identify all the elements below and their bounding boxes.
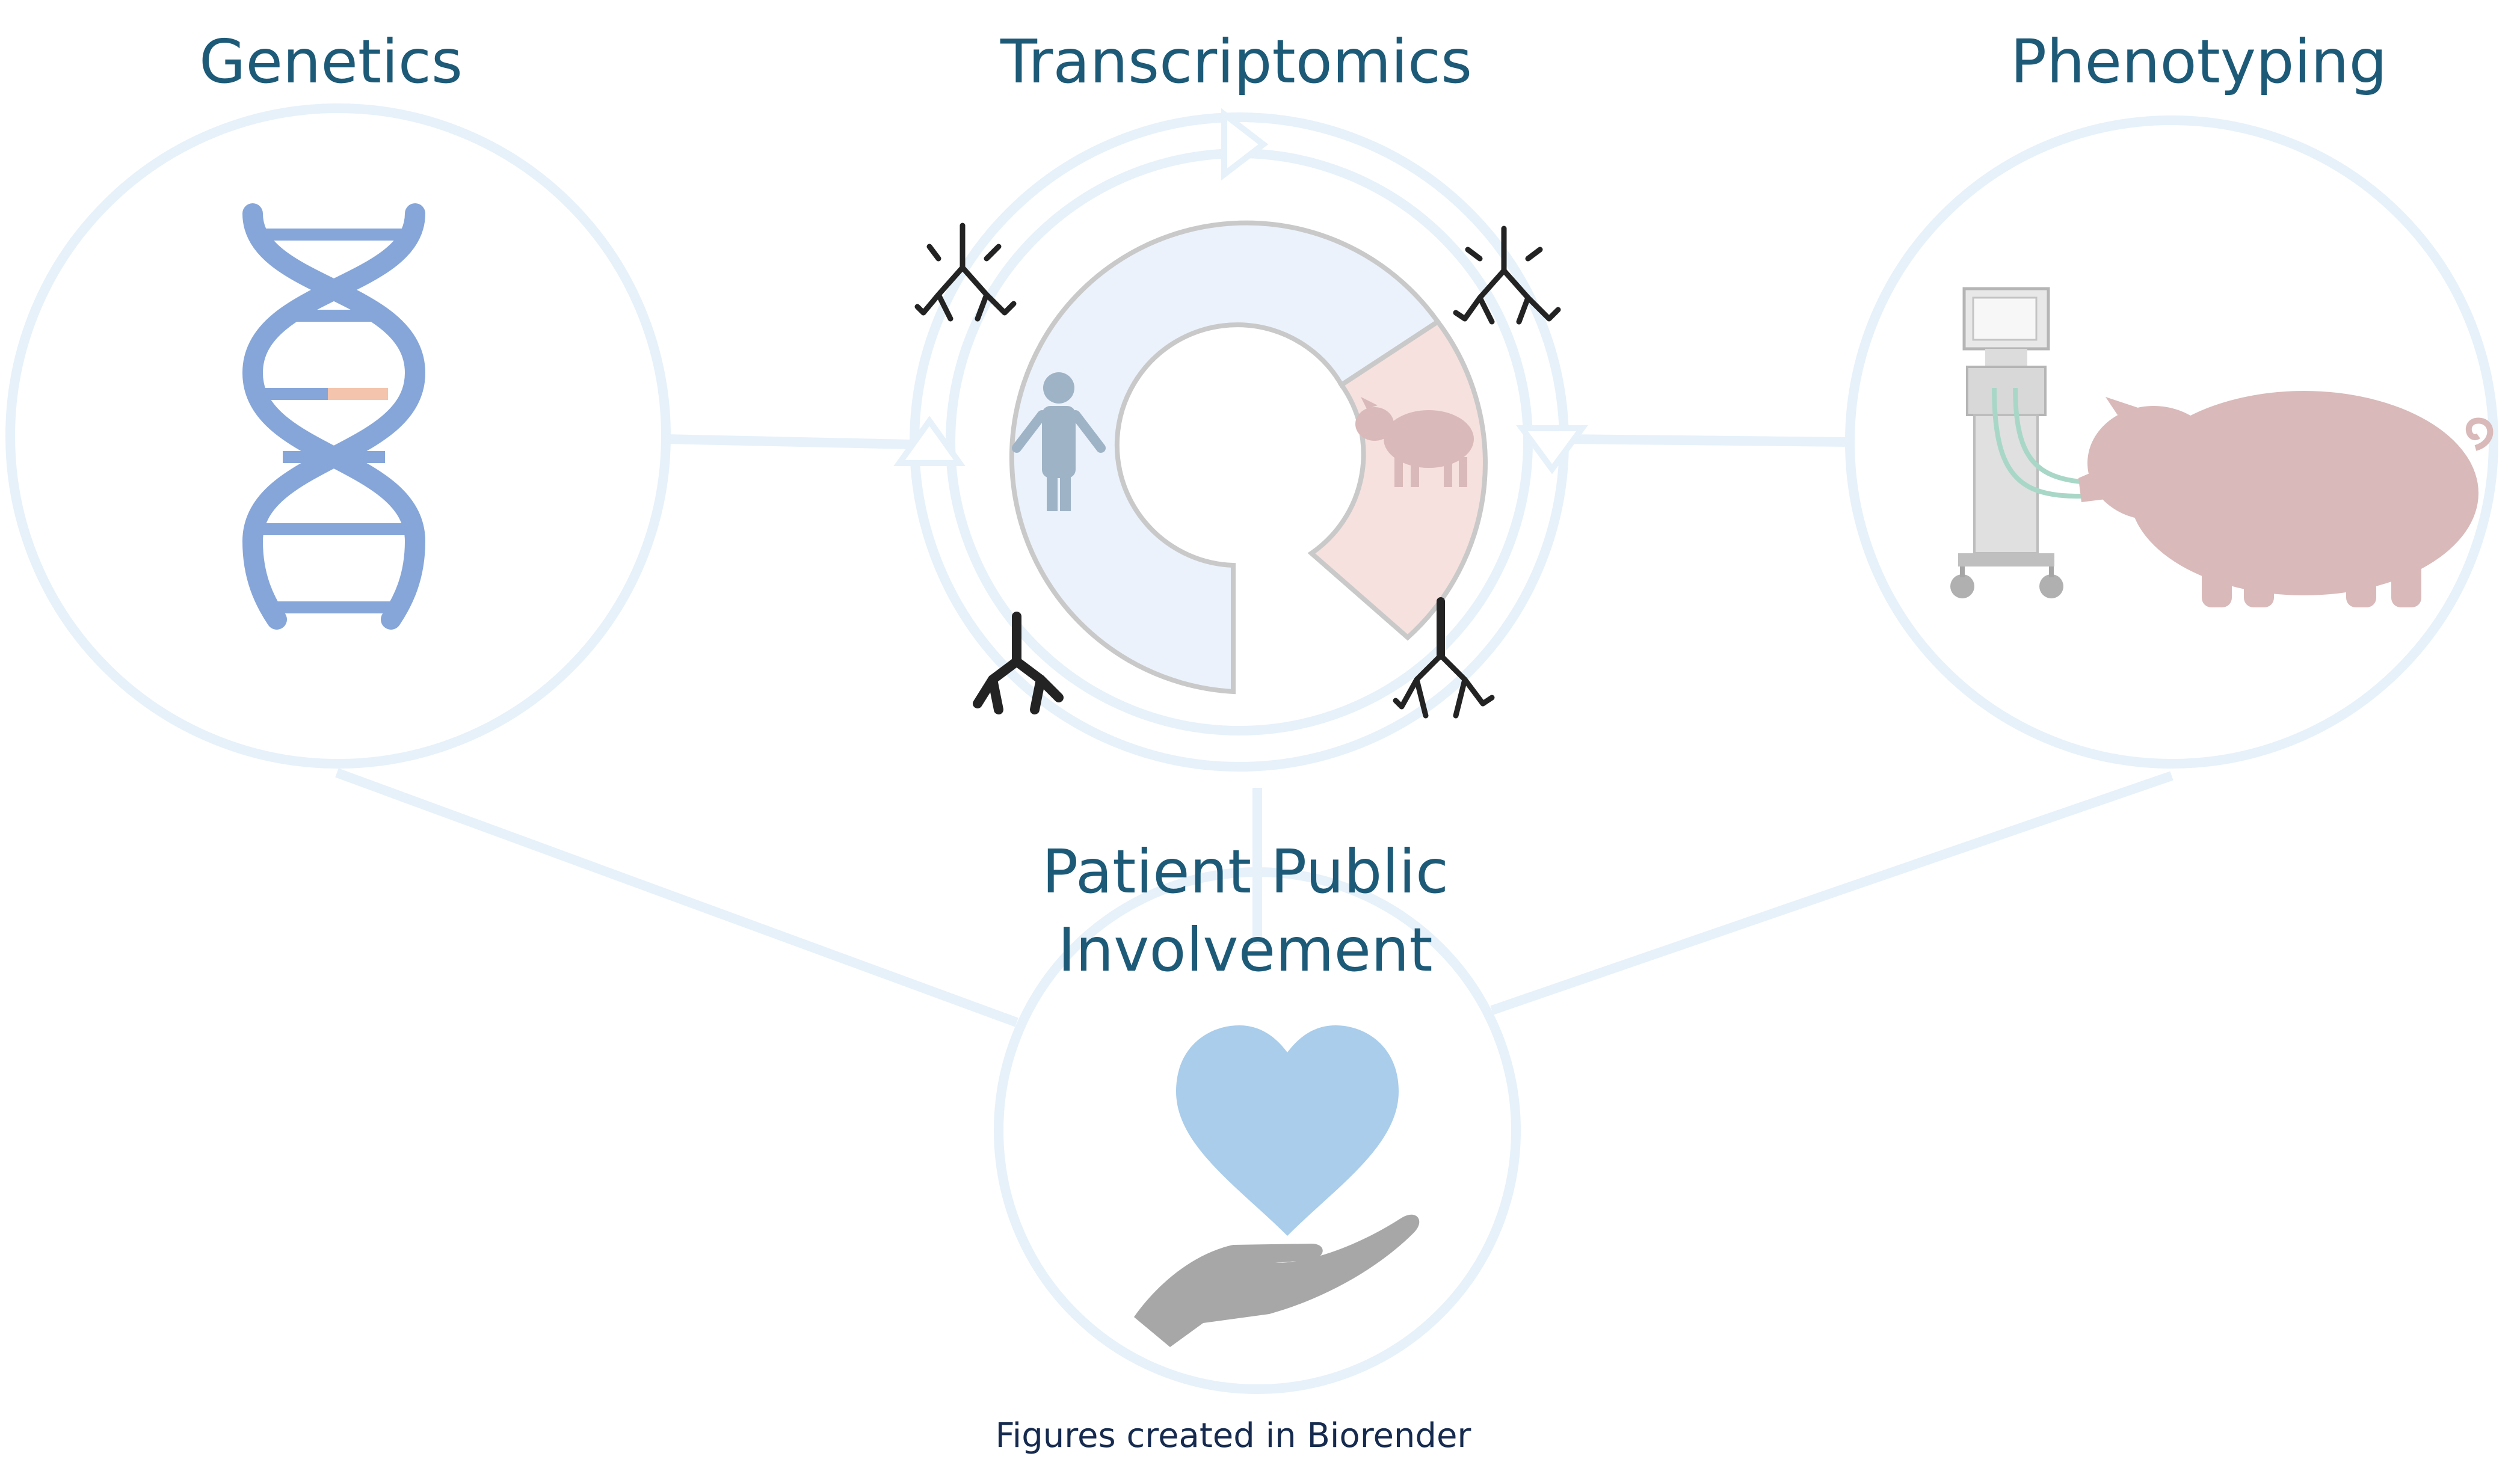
pig-ventilator-icon bbox=[1950, 287, 2494, 607]
small-pig-icon bbox=[1355, 397, 1474, 487]
connector-genetics-ppi bbox=[335, 768, 1018, 1027]
connector-genetics-transcriptomics bbox=[664, 434, 939, 450]
lungs-bottom-right-icon bbox=[1393, 597, 1495, 719]
transcriptomics-label: Transcriptomics bbox=[1000, 26, 1473, 97]
flow-arrows bbox=[893, 108, 1588, 474]
phenotyping-label: Phenotyping bbox=[2010, 26, 2388, 97]
ventilator-icon bbox=[1950, 287, 2148, 598]
arrow-left-icon bbox=[893, 416, 966, 466]
heart-icon bbox=[1176, 1025, 1399, 1236]
dna-icon bbox=[242, 203, 426, 630]
pig-icon bbox=[2078, 391, 2494, 607]
connectors bbox=[335, 434, 2173, 1027]
connector-phenotyping-ppi bbox=[1490, 771, 2173, 1015]
heart-hand-icon bbox=[1134, 1025, 1420, 1347]
dna-accent-mark bbox=[328, 388, 388, 400]
ppi-label-line1: Patient Public bbox=[1042, 837, 1449, 907]
lungs-bottom-left-icon bbox=[973, 612, 1064, 714]
phenotyping-circle bbox=[1845, 115, 2498, 769]
hand-icon bbox=[1134, 1214, 1420, 1347]
ppi-circle bbox=[994, 867, 1521, 1394]
genetics-circle bbox=[5, 103, 671, 769]
biorender-credit: Figures created in Biorender bbox=[995, 1416, 1471, 1455]
lungs-top-left-icon bbox=[914, 223, 1017, 322]
ring-human-segment bbox=[1009, 220, 1441, 695]
connector-transcriptomics-phenotyping bbox=[1563, 434, 1850, 447]
lungs-top-right-icon bbox=[1453, 226, 1561, 325]
ppi-label: Patient Public Involvement bbox=[902, 833, 1588, 989]
cycle-ring-icon bbox=[1009, 220, 1488, 695]
arrow-top-icon bbox=[1221, 108, 1269, 181]
arrow-right-icon bbox=[1516, 425, 1588, 474]
human-figure-icon bbox=[1012, 372, 1106, 511]
lungs-icons bbox=[914, 223, 1561, 719]
genetics-label: Genetics bbox=[199, 26, 463, 97]
ppi-label-line2: Involvement bbox=[1058, 915, 1433, 985]
